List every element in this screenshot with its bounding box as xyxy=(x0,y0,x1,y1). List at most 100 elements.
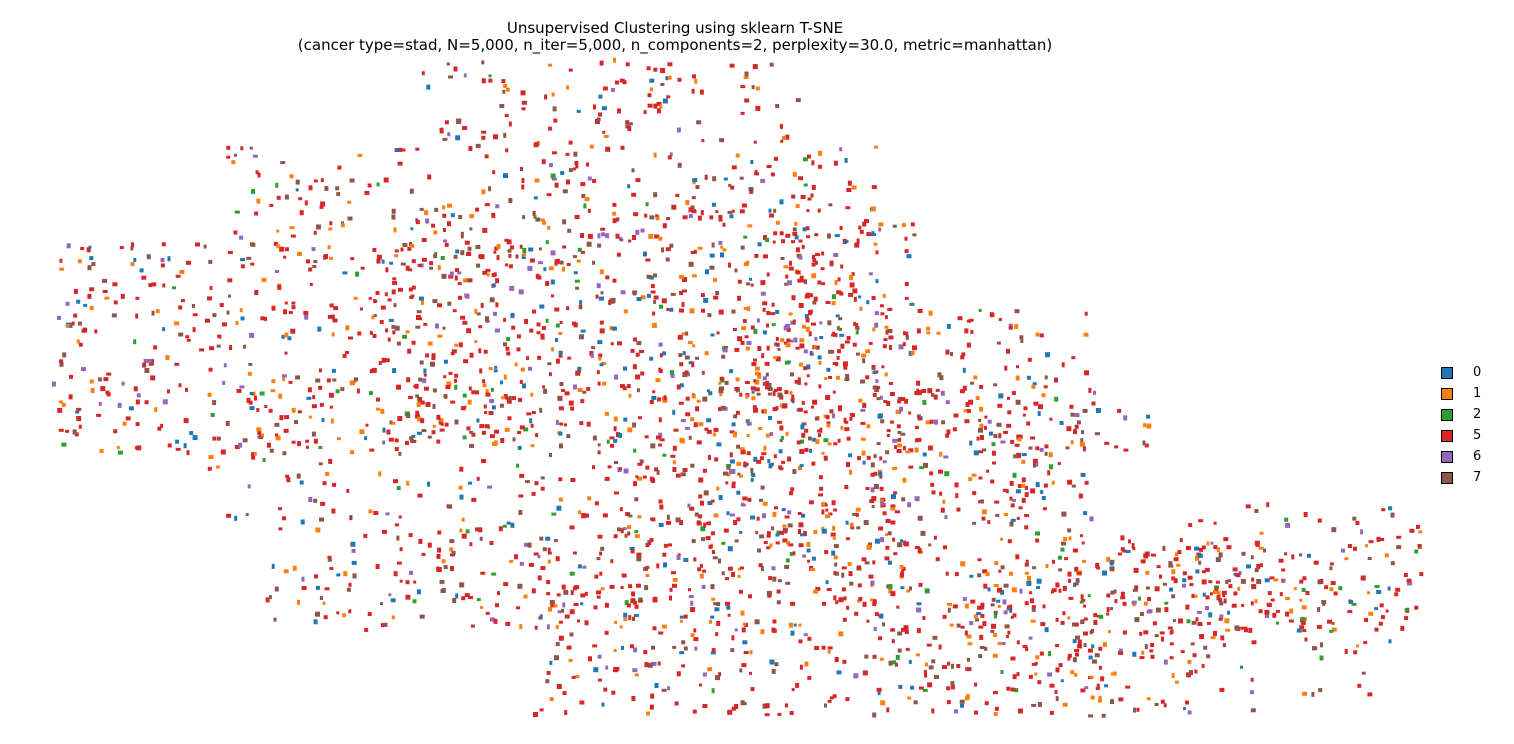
point-cluster-6 xyxy=(1123,415,1128,421)
point-cluster-7 xyxy=(507,249,512,253)
point-cluster-6 xyxy=(136,393,141,398)
point-cluster-1 xyxy=(601,361,607,365)
point-cluster-1 xyxy=(297,599,300,605)
point-cluster-5 xyxy=(810,193,814,198)
point-cluster-5 xyxy=(548,372,552,377)
point-cluster-5 xyxy=(826,421,831,426)
point-cluster-5 xyxy=(888,335,894,340)
point-cluster-6 xyxy=(435,323,439,329)
point-cluster-5 xyxy=(256,408,260,412)
point-cluster-5 xyxy=(957,316,963,321)
point-cluster-5 xyxy=(750,283,754,287)
point-cluster-7 xyxy=(669,243,674,248)
point-cluster-5 xyxy=(74,432,79,437)
point-cluster-7 xyxy=(572,255,577,259)
point-cluster-5 xyxy=(504,238,509,242)
point-cluster-5 xyxy=(506,398,512,404)
point-cluster-0 xyxy=(175,439,180,444)
point-cluster-7 xyxy=(801,422,807,426)
point-cluster-0 xyxy=(83,303,88,307)
point-cluster-1 xyxy=(704,351,709,356)
point-cluster-5 xyxy=(788,543,794,547)
point-cluster-1 xyxy=(897,443,902,448)
point-cluster-0 xyxy=(271,563,275,569)
point-cluster-7 xyxy=(488,186,492,192)
point-cluster-5 xyxy=(445,385,451,390)
point-cluster-5 xyxy=(385,328,389,333)
point-cluster-1 xyxy=(343,571,348,577)
point-cluster-1 xyxy=(685,200,690,206)
point-cluster-7 xyxy=(191,304,195,308)
point-cluster-1 xyxy=(612,211,617,216)
point-cluster-5 xyxy=(844,427,850,432)
point-cluster-5 xyxy=(745,462,749,466)
point-cluster-5 xyxy=(537,575,542,581)
point-cluster-5 xyxy=(410,294,415,298)
point-cluster-7 xyxy=(1031,703,1037,707)
point-cluster-0 xyxy=(1246,564,1251,569)
point-cluster-5 xyxy=(964,328,969,334)
point-cluster-5 xyxy=(323,254,327,260)
point-cluster-0 xyxy=(382,427,386,433)
point-cluster-5 xyxy=(504,114,509,117)
point-cluster-5 xyxy=(510,245,514,250)
point-cluster-1 xyxy=(879,499,884,504)
point-cluster-0 xyxy=(1388,506,1393,511)
point-cluster-1 xyxy=(1035,655,1040,660)
point-cluster-2 xyxy=(434,251,438,255)
point-cluster-5 xyxy=(1106,612,1110,616)
point-cluster-1 xyxy=(1063,537,1068,541)
point-cluster-1 xyxy=(1258,546,1264,550)
point-cluster-1 xyxy=(836,375,841,380)
point-cluster-7 xyxy=(636,556,642,562)
point-cluster-5 xyxy=(192,327,196,333)
point-cluster-7 xyxy=(1071,484,1076,488)
point-cluster-5 xyxy=(643,650,648,655)
point-cluster-7 xyxy=(1234,625,1240,631)
point-cluster-5 xyxy=(80,247,85,250)
point-cluster-7 xyxy=(754,619,760,625)
point-cluster-5 xyxy=(874,612,879,617)
point-cluster-0 xyxy=(539,304,545,309)
point-cluster-6 xyxy=(385,512,390,516)
point-cluster-5 xyxy=(1201,545,1206,550)
point-cluster-5 xyxy=(1199,634,1205,639)
point-cluster-0 xyxy=(629,547,635,550)
point-cluster-5 xyxy=(938,469,943,474)
point-cluster-5 xyxy=(656,101,662,106)
point-cluster-5 xyxy=(580,593,586,598)
point-cluster-7 xyxy=(69,322,73,328)
point-cluster-0 xyxy=(533,196,538,200)
point-cluster-5 xyxy=(871,185,877,190)
point-cluster-5 xyxy=(1072,548,1078,553)
point-cluster-5 xyxy=(379,320,384,324)
point-cluster-5 xyxy=(716,331,720,335)
point-cluster-5 xyxy=(476,476,480,481)
point-cluster-5 xyxy=(291,305,296,310)
point-cluster-5 xyxy=(1143,630,1149,635)
point-cluster-5 xyxy=(1015,554,1020,560)
point-cluster-7 xyxy=(597,243,602,248)
point-cluster-5 xyxy=(545,281,550,286)
point-cluster-5 xyxy=(588,656,592,662)
point-cluster-7 xyxy=(400,262,406,266)
point-cluster-0 xyxy=(649,78,655,83)
point-cluster-6 xyxy=(239,385,245,389)
point-cluster-1 xyxy=(758,427,763,430)
point-cluster-0 xyxy=(962,367,966,373)
point-cluster-7 xyxy=(1101,713,1106,718)
point-cluster-5 xyxy=(887,307,893,311)
point-cluster-5 xyxy=(385,267,389,273)
point-cluster-5 xyxy=(540,566,546,570)
point-cluster-0 xyxy=(987,587,991,592)
point-cluster-5 xyxy=(635,583,641,588)
point-cluster-5 xyxy=(806,209,810,213)
point-cluster-5 xyxy=(845,697,850,702)
point-cluster-1 xyxy=(1145,570,1150,575)
point-cluster-5 xyxy=(989,312,994,318)
point-cluster-2 xyxy=(555,323,560,328)
point-cluster-7 xyxy=(600,546,605,551)
point-cluster-5 xyxy=(1416,524,1420,529)
point-cluster-0 xyxy=(423,368,427,374)
point-cluster-5 xyxy=(966,667,972,672)
